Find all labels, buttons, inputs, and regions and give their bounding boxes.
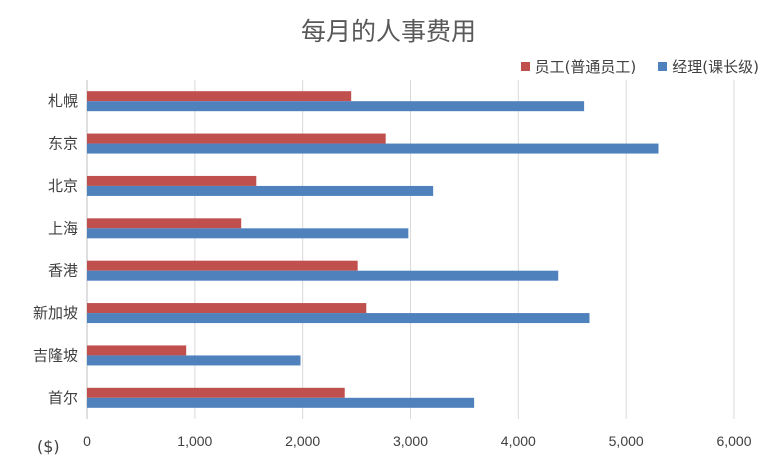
- bar-manager: [87, 397, 475, 408]
- bar-manager: [87, 270, 559, 281]
- category-label: 上海: [48, 219, 78, 237]
- bar-staff: [87, 91, 352, 102]
- bar-manager: [87, 228, 409, 239]
- legend-swatch-manager: [658, 62, 668, 71]
- x-tick-label: 0: [83, 433, 91, 449]
- chart-title: 每月的人事费用: [300, 17, 476, 46]
- bar-staff: [87, 345, 187, 356]
- x-tick-label: 4,000: [501, 433, 536, 449]
- category-label: 札幌: [48, 92, 78, 110]
- category-label: 香港: [48, 262, 78, 280]
- bar-manager: [87, 143, 659, 154]
- bar-manager: [87, 355, 301, 366]
- x-tick-label: 1,000: [177, 433, 212, 449]
- bar-staff: [87, 260, 358, 271]
- legend-item-manager: 经理(课长级): [658, 56, 759, 77]
- bar-staff: [87, 175, 257, 186]
- category-label: 新加坡: [33, 304, 78, 322]
- bar-staff: [87, 387, 345, 398]
- category-label: 首尔: [48, 389, 78, 407]
- legend-swatch-staff: [520, 62, 530, 71]
- x-tick-label: 2,000: [285, 433, 320, 449]
- category-label: 北京: [48, 177, 78, 195]
- legend-label-staff: 员工(普通员工): [534, 58, 637, 76]
- legend-label-manager: 经理(课长级): [672, 58, 759, 76]
- category-label: 吉隆坡: [33, 346, 78, 364]
- bar-staff: [87, 133, 386, 144]
- bar-manager: [87, 101, 585, 112]
- legend-item-staff: 员工(普通员工): [520, 56, 637, 77]
- category-label: 东京: [48, 135, 78, 153]
- bar-staff: [87, 218, 242, 229]
- x-tick-label: 5,000: [609, 433, 644, 449]
- x-tick-label: 3,000: [393, 433, 428, 449]
- unit-label: ($): [37, 437, 60, 456]
- legend: 员工(普通员工) 经理(课长级): [520, 56, 759, 77]
- x-tick-label: 6,000: [716, 433, 751, 449]
- bar-staff: [87, 303, 367, 314]
- bar-manager: [87, 313, 590, 324]
- bar-manager: [87, 185, 434, 196]
